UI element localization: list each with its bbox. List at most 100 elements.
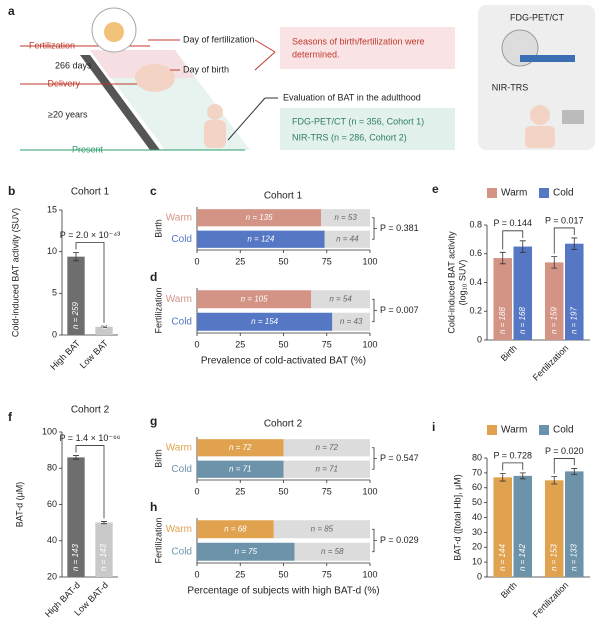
- annotation: P = 0.029: [380, 535, 419, 545]
- timeline-arrow: [80, 55, 160, 150]
- count-label: n = 72: [316, 443, 339, 452]
- seasons-box: [280, 27, 455, 69]
- y-tick-label: 0.2: [469, 306, 482, 316]
- y-tick-label: 60: [472, 482, 482, 492]
- bar: [95, 326, 113, 335]
- y-tick-label: 5: [52, 288, 57, 298]
- error-bar: [499, 251, 506, 265]
- y-tick-label: Warm: [166, 442, 192, 453]
- y-tick-label: 0: [477, 334, 482, 344]
- x-tick-label: Fertilization: [531, 580, 571, 620]
- y-tick-label: 50: [472, 497, 482, 507]
- group-label: Birth: [153, 449, 163, 468]
- bar: [493, 477, 513, 577]
- count-label: n = 159: [549, 307, 558, 334]
- panel-letter: f: [8, 410, 13, 424]
- bar: [513, 475, 533, 577]
- error-bar: [499, 473, 506, 482]
- error-bar: [101, 521, 107, 525]
- label: Evaluation of BAT in the adulthood: [283, 92, 421, 102]
- chart-title: Cohort 1: [264, 191, 303, 202]
- bracket: [75, 445, 105, 519]
- bar: [513, 246, 533, 340]
- bracket: [75, 242, 105, 323]
- y-axis-label: Cold-induced BAT activity: [446, 231, 456, 334]
- label: Delivery: [47, 78, 80, 88]
- panel-letter: i: [432, 420, 435, 434]
- label: Day of fertilization: [183, 34, 255, 44]
- y-tick-label: 40: [47, 535, 57, 545]
- count-label: n = 143: [71, 544, 80, 571]
- y-tick-label: 10: [47, 246, 57, 256]
- y-tick-label: Cold: [171, 316, 192, 327]
- count-label: n = 188: [498, 307, 507, 334]
- count-label: n = 105: [241, 294, 268, 303]
- bar-segment: [273, 520, 370, 539]
- group-label: Fertilization: [153, 287, 163, 333]
- annotation: P = 0.547: [380, 453, 419, 463]
- annotation: P = 0.020: [545, 446, 584, 456]
- annotation: P = 0.144: [493, 218, 532, 228]
- x-tick-label: 100: [362, 339, 377, 349]
- bar: [67, 256, 85, 335]
- y-tick-label: 80: [472, 452, 482, 462]
- y-tick-label: 10: [472, 557, 482, 567]
- panel-letter: c: [150, 184, 157, 198]
- bar-segment: [332, 312, 370, 331]
- x-tick-label: 100: [362, 486, 377, 496]
- count-label: n = 142: [518, 544, 527, 571]
- count-label: n = 71: [229, 464, 251, 473]
- adult-body: [204, 120, 226, 148]
- group-label: Fertilization: [153, 517, 163, 563]
- x-tick-label: 75: [322, 339, 332, 349]
- y-tick-label: Warm: [166, 524, 192, 535]
- error-bar: [519, 240, 526, 253]
- label: FDG-PET/CT (n = 356, Cohort 1): [292, 116, 424, 126]
- annotation: P = 0.381: [380, 223, 419, 233]
- bracket: [502, 230, 524, 250]
- bar-segment: [283, 439, 370, 457]
- x-tick-label: 50: [278, 339, 288, 349]
- bar-segment: [311, 290, 370, 309]
- count-label: n = 72: [229, 443, 252, 452]
- y-axis-label: BAT-d ([total Hb], μM): [452, 474, 462, 561]
- count-label: n = 153: [549, 544, 558, 571]
- bar-segment: [321, 209, 370, 227]
- y-tick-label: 20: [472, 542, 482, 552]
- x-tick-label: Birth: [499, 343, 519, 363]
- pointer: [227, 97, 266, 141]
- legend-label: Warm: [501, 188, 527, 199]
- subject-head: [530, 105, 550, 125]
- chart-title: Cohort 2: [264, 419, 303, 430]
- x-tick-label: 50: [278, 486, 288, 496]
- bar-segment: [197, 460, 284, 478]
- count-label: n = 43: [340, 317, 363, 326]
- bar-segment: [197, 439, 284, 457]
- label: FDG-PET/CT: [510, 12, 564, 22]
- bar: [95, 522, 113, 577]
- bracket: [372, 298, 377, 323]
- y-tick-label: 80: [47, 463, 57, 473]
- y-axis-label: (log₁₀ SUV): [457, 260, 467, 306]
- x-tick-label: 50: [278, 569, 288, 579]
- y-tick-label: 100: [42, 426, 57, 436]
- scanner-bed: [520, 55, 575, 62]
- legend-swatch: [539, 425, 549, 435]
- bar-segment: [324, 230, 370, 248]
- y-axis-label: Cold-induced BAT activity (SUV): [10, 208, 20, 337]
- label: NIR-TRS: [492, 82, 529, 92]
- y-axis-label: BAT-d (μM): [14, 482, 24, 528]
- label: Fertilization: [29, 40, 75, 50]
- annotation: P = 1.4 × 10⁻⁶⁶: [59, 433, 120, 443]
- x-tick-label: 50: [278, 256, 288, 266]
- bar-segment: [197, 209, 322, 227]
- label: ≥20 years: [48, 109, 88, 119]
- x-tick-label: 0: [194, 256, 199, 266]
- count-label: n = 144: [498, 544, 507, 571]
- bar-segment: [197, 290, 312, 309]
- error-bar: [551, 256, 558, 269]
- count-label: n = 85: [311, 524, 334, 533]
- y-tick-label: 0: [52, 329, 57, 339]
- bar: [493, 258, 513, 340]
- bar: [564, 243, 584, 340]
